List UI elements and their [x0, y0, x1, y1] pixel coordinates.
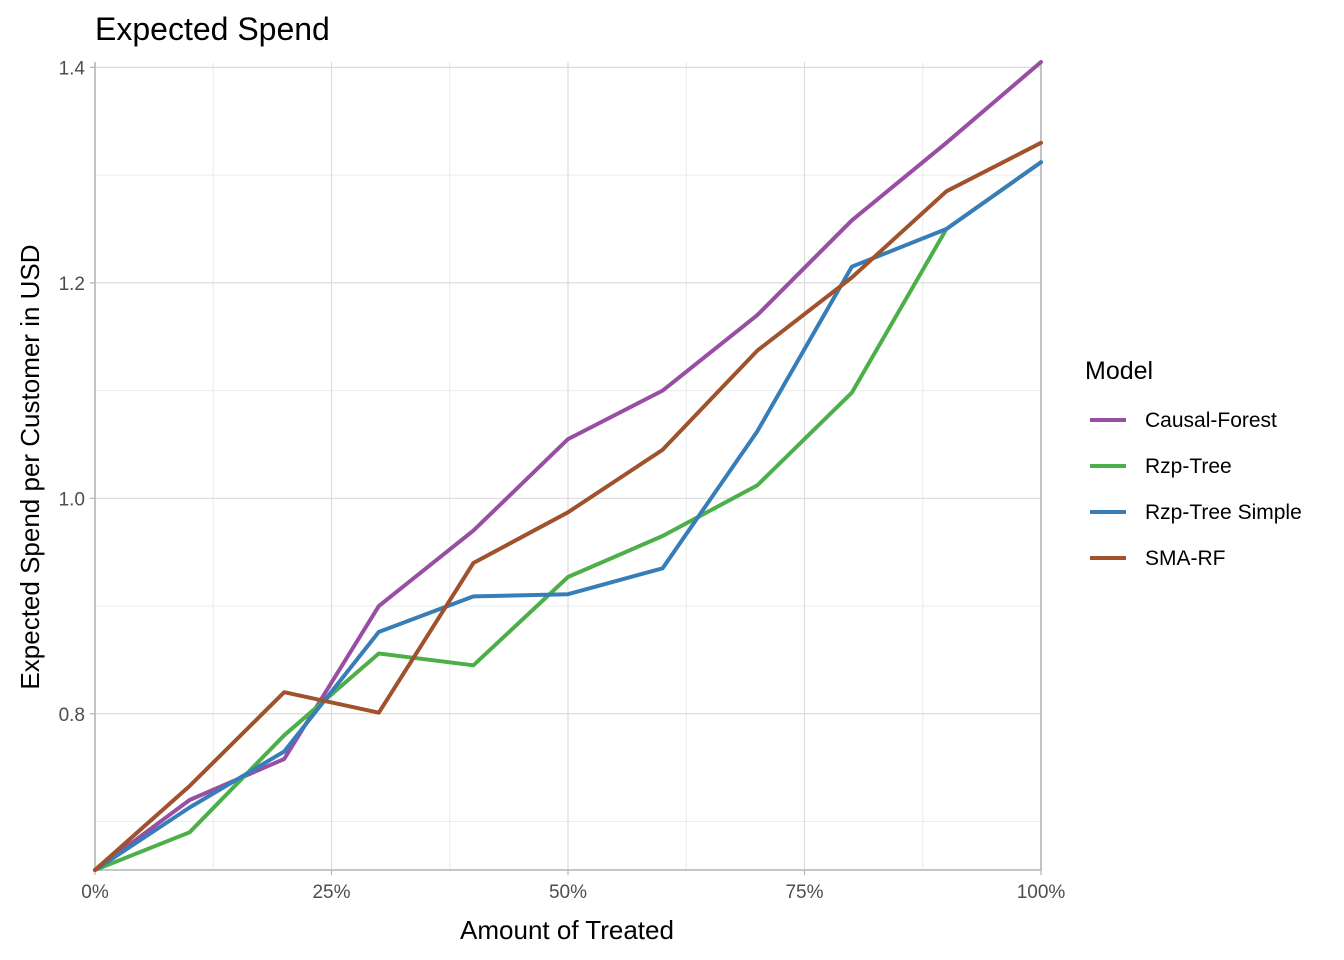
series-lines	[93, 60, 1043, 872]
x-tick-label: 25%	[312, 882, 350, 903]
y-axis-title: Expected Spend per Customer in USD	[15, 244, 45, 689]
y-tick-label: 1.0	[59, 489, 85, 510]
y-tick-label: 1.4	[59, 58, 86, 79]
x-tick-label: 50%	[549, 882, 587, 903]
legend-title: Model	[1085, 357, 1153, 385]
legend-label: Rzp-Tree Simple	[1145, 501, 1302, 524]
series-line-causal-forest	[93, 60, 1043, 872]
chart-title: Expected Spend	[95, 11, 330, 47]
legend: Model Causal-Forest Rzp-Tree Rzp-Tree Simp…	[1085, 357, 1302, 570]
x-tick-label: 75%	[785, 882, 823, 903]
legend-items: Causal-Forest Rzp-Tree Rzp-Tree Simple SMA-…	[1090, 409, 1302, 570]
series-line-rzp-tree	[93, 160, 1043, 872]
tick-labels: 0% 25% 50% 75% 100% 0.8 1.0 1.2 1.4	[59, 58, 1066, 903]
y-tick-label: 1.2	[59, 274, 85, 295]
x-axis-title: Amount of Treated	[460, 915, 674, 945]
legend-label: SMA-RF	[1145, 547, 1226, 570]
x-tick-label: 0%	[81, 882, 109, 903]
axes	[90, 62, 1042, 875]
legend-label: Rzp-Tree	[1145, 455, 1232, 478]
x-tick-label: 100%	[1017, 882, 1066, 903]
legend-label: Causal-Forest	[1145, 409, 1277, 432]
y-tick-label: 0.8	[59, 705, 85, 726]
series-line-rzp-tree-simple	[93, 160, 1043, 872]
series-line-sma-rf	[93, 140, 1043, 872]
